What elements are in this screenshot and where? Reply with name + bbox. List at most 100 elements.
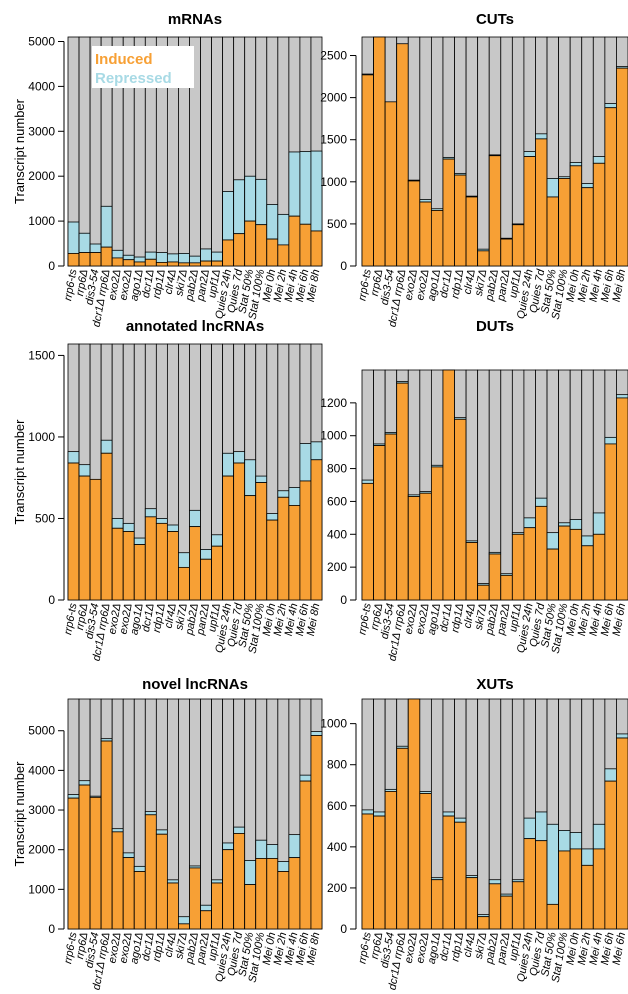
bar-induced bbox=[255, 224, 268, 267]
bar-induced bbox=[465, 542, 479, 601]
bar-induced bbox=[189, 526, 201, 601]
category-label: rrp6-ts bbox=[62, 931, 79, 965]
bar-repressed bbox=[133, 865, 146, 872]
category-label: pab2Δ bbox=[483, 931, 501, 965]
bar-background bbox=[500, 369, 513, 601]
bar-repressed bbox=[277, 861, 290, 872]
category-label: Mei 2h bbox=[272, 931, 290, 966]
y-tick-label: 5000 bbox=[28, 34, 55, 48]
category-label: exo2Δ bbox=[414, 268, 431, 301]
bar-repressed bbox=[100, 439, 113, 454]
bar-repressed bbox=[144, 811, 157, 816]
bar-induced bbox=[288, 505, 301, 601]
bar-repressed bbox=[546, 823, 560, 905]
bar-repressed bbox=[233, 179, 246, 235]
bar-repressed bbox=[122, 522, 135, 532]
y-tick-label: 400 bbox=[327, 527, 347, 541]
bar-repressed bbox=[277, 490, 290, 498]
category-label: Mei 0h bbox=[261, 268, 279, 303]
category-label: ago1Δ bbox=[128, 268, 145, 301]
bar-repressed bbox=[581, 848, 594, 866]
bar-induced bbox=[211, 260, 224, 267]
bar-induced bbox=[277, 244, 290, 267]
bar-background bbox=[178, 698, 190, 930]
category-label: dcr1Δ bbox=[140, 268, 157, 298]
bar-induced bbox=[299, 223, 312, 267]
y-tick-label: 800 bbox=[327, 758, 347, 772]
bar-induced bbox=[277, 871, 290, 930]
category-label: Mei 6h bbox=[294, 931, 312, 966]
panel-3: annotated lncRNAs 0 500 1000 1500 Transcript … bbox=[12, 318, 322, 662]
category-label: Mei 0h bbox=[564, 268, 582, 303]
bar-induced bbox=[166, 531, 179, 601]
bar-repressed bbox=[111, 249, 124, 259]
category-label: pan2Δ bbox=[194, 268, 212, 302]
bar-induced bbox=[569, 165, 583, 267]
y-tick-label: 1000 bbox=[28, 214, 55, 228]
bar-induced bbox=[430, 466, 444, 601]
bar-repressed bbox=[546, 178, 560, 198]
bar-induced bbox=[277, 496, 290, 601]
y-tick-label: 2000 bbox=[320, 91, 347, 105]
y-axis-label: Transcript number bbox=[12, 419, 27, 525]
bar-repressed bbox=[78, 232, 91, 253]
bar-induced bbox=[442, 369, 455, 601]
bar-repressed bbox=[604, 436, 617, 445]
category-label: pan2Δ bbox=[194, 602, 212, 636]
bar-induced bbox=[133, 871, 146, 930]
bar-induced bbox=[144, 516, 157, 601]
bar-repressed bbox=[89, 243, 102, 253]
bar-induced bbox=[546, 903, 560, 930]
y-axis-label: Transcript number bbox=[12, 98, 27, 204]
category-label: rrp6-ts bbox=[356, 602, 373, 636]
bar-induced bbox=[558, 178, 571, 267]
bar-background bbox=[477, 36, 490, 267]
bar-repressed bbox=[592, 512, 606, 535]
panel-4: DUTs020040060080010001200rrp6-tsrrp6Δdis… bbox=[320, 318, 628, 662]
bar-induced bbox=[465, 877, 479, 930]
bar-induced bbox=[535, 138, 548, 267]
category-label: Mei 2h bbox=[576, 602, 594, 637]
bar-induced bbox=[78, 475, 91, 601]
bar-background bbox=[200, 698, 212, 930]
bar-induced bbox=[222, 475, 235, 601]
bar-induced bbox=[89, 478, 102, 601]
bar-induced bbox=[419, 201, 432, 267]
bar-induced bbox=[211, 882, 224, 930]
bar-repressed bbox=[277, 213, 290, 246]
y-tick-label: 0 bbox=[340, 259, 347, 273]
bar-induced bbox=[581, 187, 594, 267]
bar-induced bbox=[511, 533, 525, 601]
bar-repressed bbox=[244, 859, 257, 885]
bar-induced bbox=[373, 36, 386, 267]
y-tick-label: 500 bbox=[35, 511, 55, 525]
bar-repressed bbox=[310, 441, 323, 461]
bar-repressed bbox=[111, 828, 124, 833]
category-label: exo2Δ bbox=[117, 931, 134, 964]
bar-induced bbox=[288, 215, 301, 267]
bar-induced bbox=[244, 220, 257, 267]
category-label: rrp6Δ bbox=[74, 268, 90, 297]
bar-repressed bbox=[604, 103, 617, 109]
bar-repressed bbox=[189, 255, 201, 264]
bar-induced bbox=[211, 545, 224, 601]
bar-induced bbox=[535, 505, 548, 601]
bar-repressed bbox=[244, 175, 257, 222]
bar-induced bbox=[200, 910, 212, 930]
bar-induced bbox=[430, 210, 444, 267]
bar-repressed bbox=[535, 497, 548, 507]
bar-repressed bbox=[310, 731, 323, 736]
category-label: upf1Δ bbox=[206, 931, 223, 961]
category-label: pan2Δ bbox=[194, 931, 212, 965]
bar-induced bbox=[454, 174, 467, 267]
bar-repressed bbox=[200, 549, 212, 560]
panel-6: XUTs02004006008001000rrp6-tsrrp6Δdis3-54… bbox=[320, 676, 628, 991]
category-label: ago1Δ bbox=[426, 931, 443, 964]
category-label: upf1Δ bbox=[507, 268, 524, 298]
y-tick-label: 1000 bbox=[28, 430, 55, 444]
bar-repressed bbox=[122, 254, 135, 261]
bar-induced bbox=[266, 238, 279, 267]
bar-induced bbox=[569, 528, 583, 601]
bar-repressed bbox=[189, 509, 201, 528]
category-label: clr4Δ bbox=[163, 931, 179, 958]
